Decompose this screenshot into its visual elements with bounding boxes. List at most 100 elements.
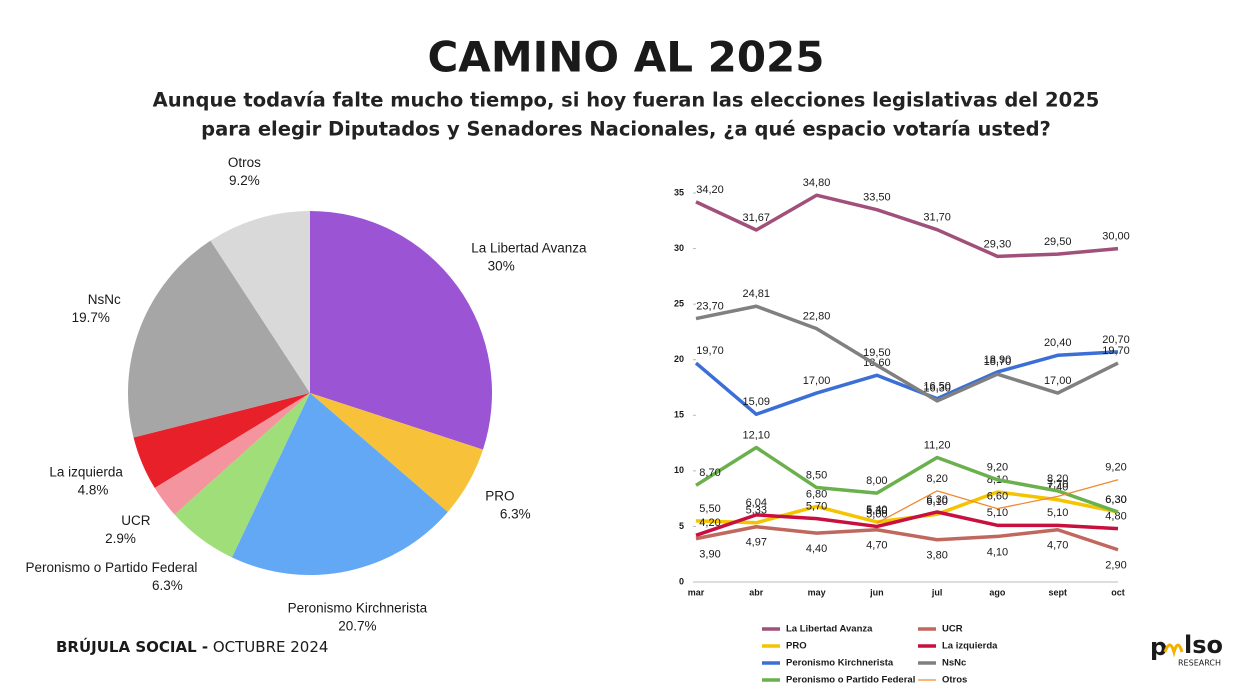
x-tick-label: may <box>808 587 826 597</box>
data-label: 9,20 <box>987 462 1008 474</box>
subtitle: Aunque todavía falte mucho tiempo, si ho… <box>153 89 1100 112</box>
data-label: 7,70 <box>1047 478 1068 490</box>
data-label: 11,20 <box>924 439 951 451</box>
data-label: 6,04 <box>746 497 767 509</box>
x-tick-label: oct <box>1111 587 1125 597</box>
logo-text: lso <box>1184 631 1223 659</box>
data-label: 18,70 <box>984 356 1012 368</box>
pie-value-label: 19.7% <box>72 310 110 325</box>
data-label: 31,67 <box>743 212 771 224</box>
y-tick-label: 25 <box>674 299 684 309</box>
data-label: 5,40 <box>866 504 887 516</box>
data-label: 15,09 <box>743 396 771 408</box>
data-label: 4,70 <box>866 540 887 552</box>
y-tick-label: 5 <box>679 521 684 531</box>
title: CAMINO AL 2025 <box>427 33 824 82</box>
legend-label: La Libertad Avanza <box>786 624 873 635</box>
y-tick-label: 0 <box>679 576 684 586</box>
data-label: 31,70 <box>923 212 951 224</box>
data-label: 5,10 <box>987 507 1008 519</box>
data-label: 16,30 <box>923 383 951 395</box>
footer-bold: BRÚJULA SOCIAL - <box>56 637 208 656</box>
data-label: 17,00 <box>1044 375 1072 387</box>
pie-label: UCR <box>121 513 150 528</box>
logo-sub: RESEARCH <box>1178 659 1221 668</box>
data-label: 16,50 <box>923 381 951 393</box>
data-label: 5,10 <box>1047 507 1068 519</box>
data-label: 22,80 <box>803 311 831 323</box>
data-label: 4,97 <box>746 537 767 549</box>
data-label: 4,10 <box>987 546 1008 558</box>
pie-value-label: 9.2% <box>229 173 260 188</box>
legend-label: Peronismo Kirchnerista <box>786 658 894 669</box>
data-label: 20,70 <box>1102 334 1130 346</box>
data-label: 34,20 <box>696 184 724 196</box>
data-label: 33,50 <box>863 192 891 204</box>
pie-slice <box>154 393 310 515</box>
pie-value-label: 6.3% <box>500 507 531 522</box>
legend-label: NsNc <box>942 658 966 669</box>
data-label: 6,30 <box>1105 494 1126 506</box>
data-label: 20,40 <box>1044 337 1072 349</box>
pie-label: NsNc <box>88 292 121 307</box>
logo: p lso RESEARCH <box>1150 631 1223 668</box>
pie-label: PRO <box>485 489 514 504</box>
data-label: 34,80 <box>803 177 831 189</box>
data-label: 4,80 <box>1105 511 1126 523</box>
y-tick-label: 15 <box>674 410 684 420</box>
pie-value-label: 6.3% <box>152 578 183 593</box>
pie-slice <box>174 393 310 558</box>
x-tick-label: jul <box>931 587 943 597</box>
pie-label: La izquierda <box>49 465 123 480</box>
data-label: 2,90 <box>1105 560 1126 572</box>
footer: BRÚJULA SOCIAL - OCTUBRE 2024 <box>56 637 328 656</box>
subtitle: para elegir Diputados y Senadores Nacion… <box>201 118 1051 141</box>
y-tick-label: 20 <box>674 354 684 364</box>
pie-slice <box>133 393 310 488</box>
data-label: 3,90 <box>699 549 720 561</box>
data-label: 19,70 <box>1102 345 1130 357</box>
data-label: 12,10 <box>743 429 771 441</box>
pie-slice <box>210 211 310 393</box>
legend-label: UCR <box>942 624 963 635</box>
legend-label: La izquierda <box>942 641 998 652</box>
pie-value-label: 30% <box>488 259 515 274</box>
data-label: 29,50 <box>1044 236 1072 248</box>
data-label: 8,50 <box>806 469 827 481</box>
series-line <box>695 510 1119 537</box>
pie-label: Peronismo Kirchnerista <box>288 601 428 616</box>
data-label: 19,70 <box>696 345 724 357</box>
data-label: 8,20 <box>1047 473 1068 485</box>
pie-label: Peronismo o Partido Federal <box>26 560 198 575</box>
data-label: 5,00 <box>866 508 887 520</box>
data-label: 24,81 <box>743 288 771 300</box>
legend-label: Otros <box>942 675 967 686</box>
data-label: 6,10 <box>926 496 947 508</box>
pie-value-label: 2.9% <box>105 531 136 546</box>
logo-mark: p <box>1150 633 1167 661</box>
pie-value-label: 4.8% <box>78 483 109 498</box>
data-label: 19,50 <box>863 347 891 359</box>
pie-label: La Libertad Avanza <box>471 241 587 256</box>
series-line <box>695 445 1119 514</box>
series-line <box>695 193 1119 259</box>
data-label: 4,40 <box>806 543 827 555</box>
data-label: 17,00 <box>803 375 831 387</box>
y-tick-label: 10 <box>674 465 684 475</box>
data-label: 8,20 <box>926 473 947 485</box>
data-label: 5,70 <box>806 501 827 513</box>
pie-value-label: 20.7% <box>338 619 376 634</box>
footer-text: OCTUBRE 2024 <box>213 638 329 656</box>
data-label: 23,70 <box>696 300 724 312</box>
x-tick-label: jun <box>869 587 884 597</box>
data-label: 6,80 <box>806 488 827 500</box>
data-label: 5,30 <box>866 505 887 517</box>
series-line <box>695 304 1119 403</box>
series-line <box>695 525 1119 552</box>
data-label: 6,60 <box>987 491 1008 503</box>
y-tick-label: 35 <box>674 187 684 197</box>
data-label: 8,70 <box>699 467 720 479</box>
data-label: 18,90 <box>984 354 1012 366</box>
data-label: 3,80 <box>926 550 947 562</box>
